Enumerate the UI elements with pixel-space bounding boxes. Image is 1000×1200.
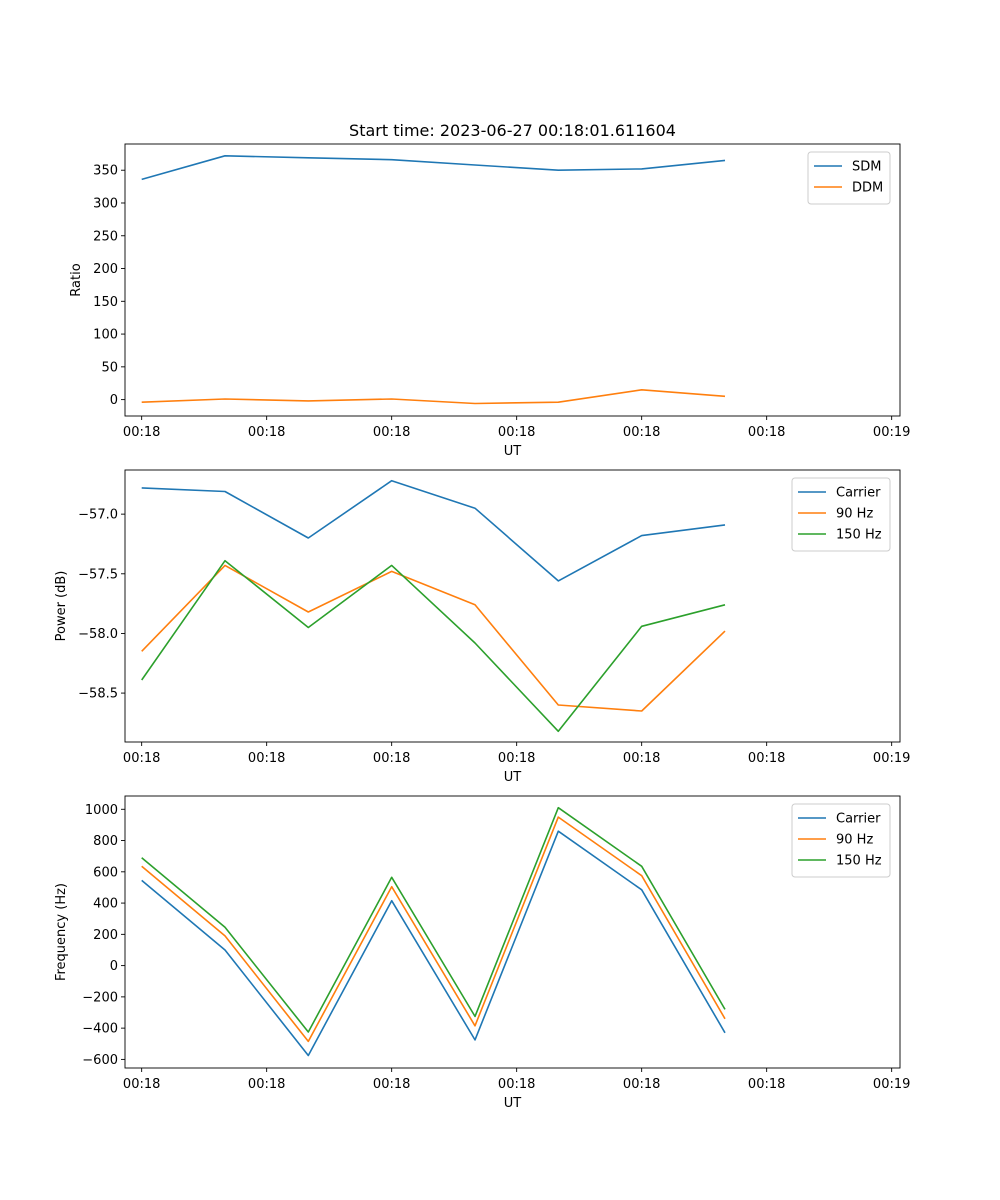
series-line-sdm [141, 155, 726, 181]
series-line-90-hz [141, 816, 726, 1043]
subplot-3: 00:18 00:18 00:18 00:18 00:18 00:18 00:19 −600 −… [54, 795, 910, 1111]
x-tick-label: 00:18 [623, 1077, 660, 1092]
y-tick-label: 200 [93, 262, 118, 277]
x-axis-label: UT [504, 770, 522, 785]
y-tick-label: 400 [93, 897, 118, 912]
y-tick-label: −400 [82, 1022, 118, 1037]
y-tick-label: 50 [101, 360, 118, 375]
x-tick-label: 00:18 [248, 425, 285, 440]
legend-label: 150 Hz [836, 854, 882, 869]
x-axis-label: UT [504, 1096, 522, 1111]
y-tick-label: 300 [93, 196, 118, 211]
legend-label: Carrier [836, 486, 881, 501]
x-axis-label: UT [504, 444, 522, 459]
x-tick-label: 00:18 [748, 751, 785, 766]
legend-box [807, 151, 891, 205]
y-tick-label: 0 [110, 393, 118, 408]
y-tick-label: 200 [93, 928, 118, 943]
y-tick-label: 100 [93, 328, 118, 343]
legend-label: SDM [852, 160, 881, 175]
series-line-ddm [141, 388, 726, 405]
legend-label: Carrier [836, 812, 881, 827]
x-tick-label: 00:19 [873, 751, 910, 766]
series-line-carrier [141, 479, 726, 582]
x-tick-label: 00:18 [373, 751, 410, 766]
legend: SDM DDM [807, 151, 891, 205]
series-line-150-hz [141, 559, 726, 733]
y-tick-label: −200 [82, 990, 118, 1005]
y-axis-label: Power (dB) [54, 571, 69, 642]
y-tick-label: 250 [93, 229, 118, 244]
y-axis-label: Ratio [69, 263, 84, 296]
y-tick-label: 0 [110, 959, 118, 974]
x-tick-label: 00:18 [623, 425, 660, 440]
x-tick-label: 00:19 [873, 425, 910, 440]
axes-frame [124, 469, 901, 743]
y-tick-label: −57.5 [78, 567, 118, 582]
y-axis-label: Frequency (Hz) [54, 883, 69, 981]
x-tick-label: 00:18 [498, 1077, 535, 1092]
legend: Carrier 90 Hz 150 Hz [791, 477, 891, 552]
y-tick-label: −58.5 [78, 687, 118, 702]
subplot-1: 00:18 00:18 00:18 00:18 00:18 00:18 00:19 0 50 10… [69, 121, 910, 459]
x-tick-label: 00:18 [123, 425, 160, 440]
legend-label: DDM [852, 181, 883, 196]
x-tick-label: 00:18 [373, 1077, 410, 1092]
legend-label: 90 Hz [836, 507, 873, 522]
legend-box [791, 803, 891, 878]
legend-box [791, 477, 891, 552]
y-tick-label: 1000 [85, 803, 118, 818]
chart-title: Start time: 2023-06-27 00:18:01.611604 [349, 121, 676, 140]
axes-frame [124, 143, 901, 417]
x-tick-label: 00:18 [748, 1077, 785, 1092]
legend: Carrier 90 Hz 150 Hz [791, 803, 891, 878]
x-tick-label: 00:18 [623, 751, 660, 766]
x-tick-label: 00:18 [123, 751, 160, 766]
legend-label: 150 Hz [836, 528, 882, 543]
x-tick-label: 00:18 [748, 425, 785, 440]
y-tick-label: −58.0 [78, 627, 118, 642]
y-tick-label: 600 [93, 865, 118, 880]
series-line-90-hz [141, 564, 726, 712]
axes-frame [124, 795, 901, 1069]
series-line-150-hz [141, 806, 726, 1033]
x-tick-label: 00:18 [498, 751, 535, 766]
x-tick-label: 00:18 [498, 425, 535, 440]
x-tick-label: 00:18 [373, 425, 410, 440]
y-tick-label: −600 [82, 1053, 118, 1068]
subplot-2: 00:18 00:18 00:18 00:18 00:18 00:18 00:19 −58.5… [54, 469, 910, 785]
y-tick-label: 800 [93, 834, 118, 849]
legend-label: 90 Hz [836, 833, 873, 848]
x-tick-label: 00:18 [248, 751, 285, 766]
x-tick-label: 00:18 [123, 1077, 160, 1092]
series-line-carrier [141, 830, 726, 1057]
x-tick-label: 00:18 [248, 1077, 285, 1092]
y-tick-label: 350 [93, 164, 118, 179]
y-tick-label: −57.0 [78, 508, 118, 523]
y-tick-label: 150 [93, 295, 118, 310]
x-tick-label: 00:19 [873, 1077, 910, 1092]
